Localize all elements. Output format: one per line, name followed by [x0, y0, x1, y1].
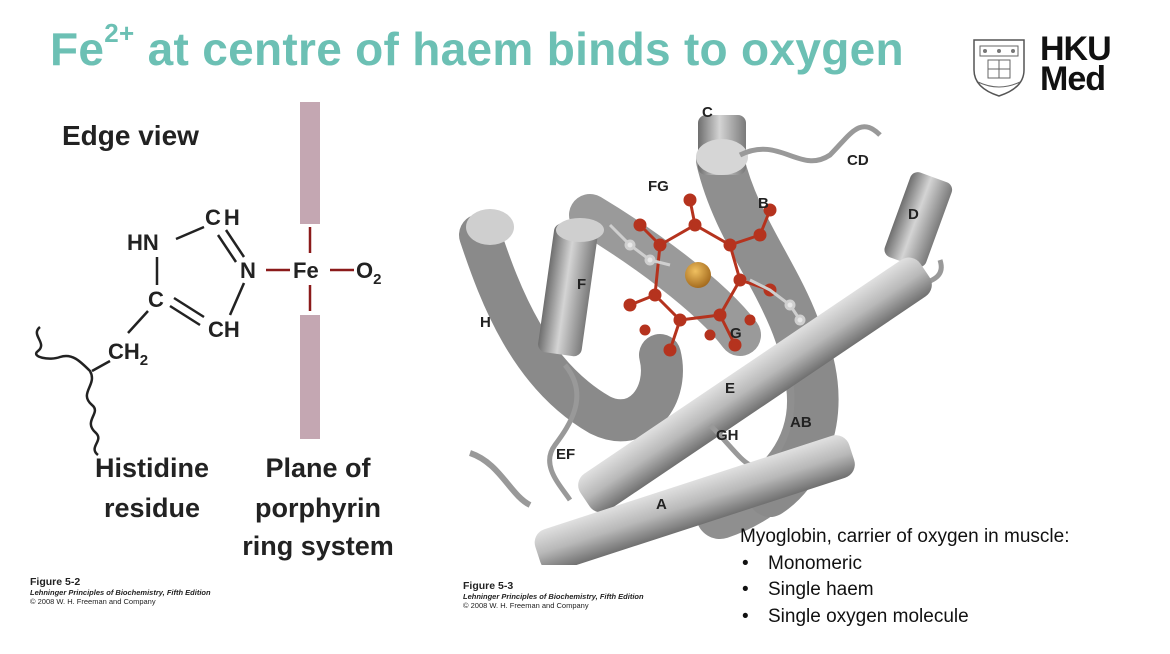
helix-a — [534, 435, 855, 565]
info-bullet: Single oxygen molecule — [740, 604, 1069, 631]
helix-g — [569, 194, 761, 356]
myoglobin-info: Myoglobin, carrier of oxygen in muscle: … — [740, 524, 1069, 630]
helix-e — [578, 257, 932, 513]
edge-view-diagram: Edge view HN CH N Fe O2 C CH CH2 Histidi… — [34, 102, 394, 561]
histidine-label-line2: residue — [104, 493, 200, 523]
label-h: H — [480, 314, 491, 331]
plane-label-line3: ring system — [242, 531, 394, 561]
atom-ch2: CH2 — [108, 339, 148, 369]
plane-label-line1: Plane of — [265, 453, 371, 483]
label-ab: AB — [790, 414, 812, 431]
porphyrin-plane-lower — [300, 315, 320, 439]
label-ef: EF — [556, 446, 575, 463]
atom-n: N — [240, 258, 256, 283]
label-c: C — [702, 104, 713, 121]
helix-f — [538, 223, 598, 357]
helix-h — [459, 214, 683, 442]
myoglobin-structure-diagram: C CD FG B D F H G E AB GH EF A — [459, 104, 953, 565]
label-fg: FG — [648, 178, 669, 195]
protein-backbone — [34, 326, 100, 456]
label-b: B — [758, 195, 769, 212]
atom-o2: O2 — [356, 258, 381, 288]
label-a: A — [656, 496, 667, 513]
plane-label-line2: porphyrin — [255, 493, 381, 523]
helix-d — [884, 172, 953, 268]
label-e: E — [725, 380, 735, 397]
info-bullet: Single haem — [740, 577, 1069, 604]
info-heading: Myoglobin, carrier of oxygen in muscle: — [740, 526, 1070, 547]
label-g: G — [730, 325, 742, 342]
porphyrin-plane-upper — [300, 102, 320, 224]
atom-ch-bottom: CH — [208, 317, 240, 342]
atom-fe: Fe — [293, 258, 319, 283]
label-cd: CD — [847, 152, 869, 169]
edge-view-label: Edge view — [62, 120, 199, 151]
label-gh: GH — [716, 427, 739, 444]
histidine-label-line1: Histidine — [95, 453, 209, 483]
university-crest-icon — [973, 39, 1025, 97]
label-d: D — [908, 206, 919, 223]
atom-hn: HN — [127, 230, 159, 255]
slide-title: Fe2+ at centre of haem binds to oxygen — [50, 18, 904, 75]
atom-c: C — [148, 287, 164, 312]
hku-med-logo: HKU Med — [1040, 30, 1112, 98]
info-bullets: Monomeric Single haem Single oxygen mole… — [740, 551, 1069, 631]
iron-atom — [685, 262, 711, 288]
haem-group — [623, 193, 777, 357]
label-f: F — [577, 276, 586, 293]
atom-ch-top: CH — [205, 205, 243, 230]
info-bullet: Monomeric — [740, 551, 1069, 578]
figure-5-3-caption: Figure 5-3 Lehninger Principles of Bioch… — [463, 580, 644, 610]
figure-5-2-caption: Figure 5-2 Lehninger Principles of Bioch… — [30, 576, 211, 606]
